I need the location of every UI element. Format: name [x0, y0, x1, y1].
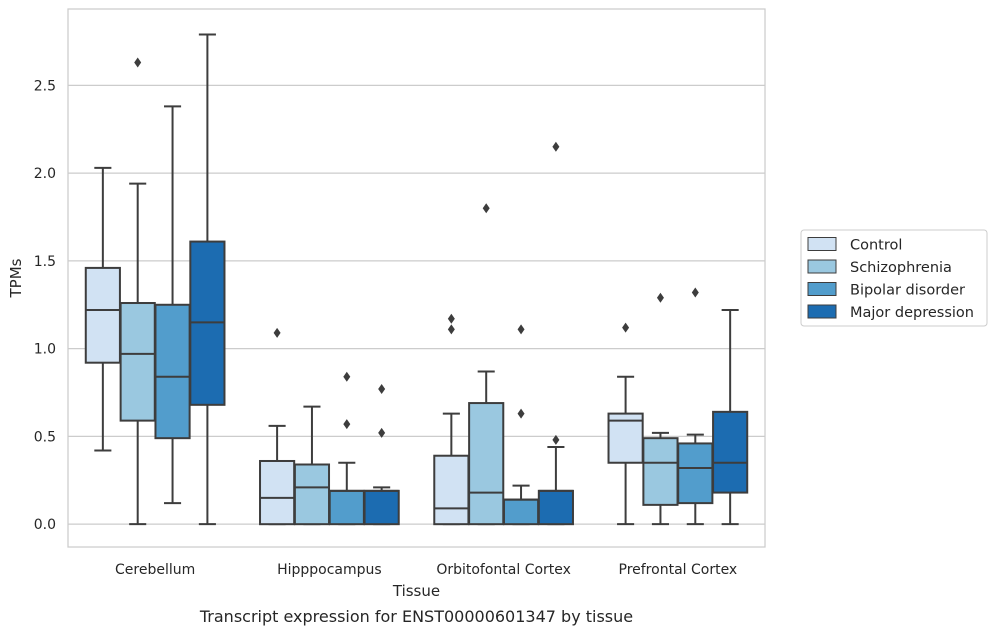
box-body — [84, 266, 121, 364]
box-major-depression — [537, 141, 574, 526]
legend-swatch — [807, 237, 837, 251]
outlier-point — [517, 408, 525, 419]
boxes — [84, 33, 749, 526]
outlier-point — [343, 371, 351, 382]
box-body — [154, 303, 191, 440]
outlier-point — [517, 324, 525, 335]
outlier-point — [552, 434, 560, 445]
box-major-depression — [712, 309, 749, 526]
outlier-point — [552, 141, 560, 152]
box-body — [607, 412, 644, 464]
x-axis-ticks: Cerebellum Hipppocampus Orbitofontal Corte… — [115, 562, 737, 578]
y-tick-label: 2.5 — [34, 78, 56, 94]
legend-swatch — [807, 304, 837, 319]
box-body — [328, 489, 365, 526]
legend-swatch — [807, 259, 837, 274]
outlier-point — [622, 322, 630, 333]
legend-label: Schizophrenia — [850, 260, 952, 276]
legend-label: Bipolar disorder — [850, 283, 965, 299]
x-tick-label: Orbitofontal Cortex — [436, 562, 571, 578]
y-tick-label: 1.5 — [34, 254, 56, 270]
y-tick-label: 0.0 — [34, 517, 56, 533]
legend-swatch — [807, 282, 837, 296]
box-bipolar-disorder — [154, 105, 191, 505]
box-bipolar-disorder — [677, 287, 714, 526]
outlier-point — [447, 324, 455, 335]
box-control — [607, 322, 644, 526]
box-major-depression — [363, 384, 400, 526]
outlier-point — [134, 57, 142, 68]
y-tick-label: 2.0 — [34, 166, 56, 182]
box-body — [502, 498, 540, 526]
outlier-point — [343, 419, 351, 430]
box-major-depression — [189, 33, 226, 526]
box-schizophrenia — [119, 57, 156, 526]
outlier-point — [656, 292, 664, 303]
outlier-point — [447, 313, 455, 324]
y-axis-title: TPMs — [7, 258, 25, 298]
box-control — [84, 166, 121, 452]
box-body — [363, 489, 400, 526]
outlier-point — [273, 327, 281, 338]
y-tick-label: 1.0 — [34, 342, 56, 358]
box-body — [642, 437, 679, 506]
outlier-point — [378, 427, 386, 438]
y-tick-label: 0.5 — [34, 429, 56, 445]
legend-frame — [800, 229, 988, 327]
box-bipolar-disorder — [502, 324, 540, 526]
box-body — [712, 410, 749, 494]
x-axis-title: Tissue — [392, 582, 440, 600]
x-tick-label: Cerebellum — [115, 562, 195, 578]
outlier-point — [482, 203, 490, 214]
legend-label: Major depression — [850, 305, 974, 321]
plot-area-frame — [67, 8, 766, 548]
box-body — [259, 459, 296, 526]
legend: Control Schizophrenia Bipolar disorder Majo… — [800, 229, 988, 327]
box-body — [119, 302, 156, 422]
box-control — [259, 327, 296, 526]
box-body — [677, 442, 714, 505]
box-schizophrenia — [642, 292, 679, 526]
box-schizophrenia — [293, 405, 331, 526]
x-tick-label: Hipppocampus — [277, 562, 382, 578]
outlier-point — [691, 287, 699, 298]
box-body — [468, 402, 505, 526]
box-body — [433, 454, 470, 526]
legend-label: Control — [850, 238, 902, 254]
x-tick-label: Prefrontal Cortex — [619, 562, 738, 578]
y-axis-ticks: 0.0 0.5 1.0 1.5 2.0 2.5 — [34, 78, 56, 533]
box-body — [293, 463, 331, 526]
box-bipolar-disorder — [328, 371, 365, 526]
box-body — [537, 489, 574, 526]
outlier-point — [378, 384, 386, 395]
box-control — [433, 313, 470, 526]
box-schizophrenia — [468, 203, 505, 526]
chart-caption: Transcript expression for ENST0000060134… — [199, 607, 633, 626]
